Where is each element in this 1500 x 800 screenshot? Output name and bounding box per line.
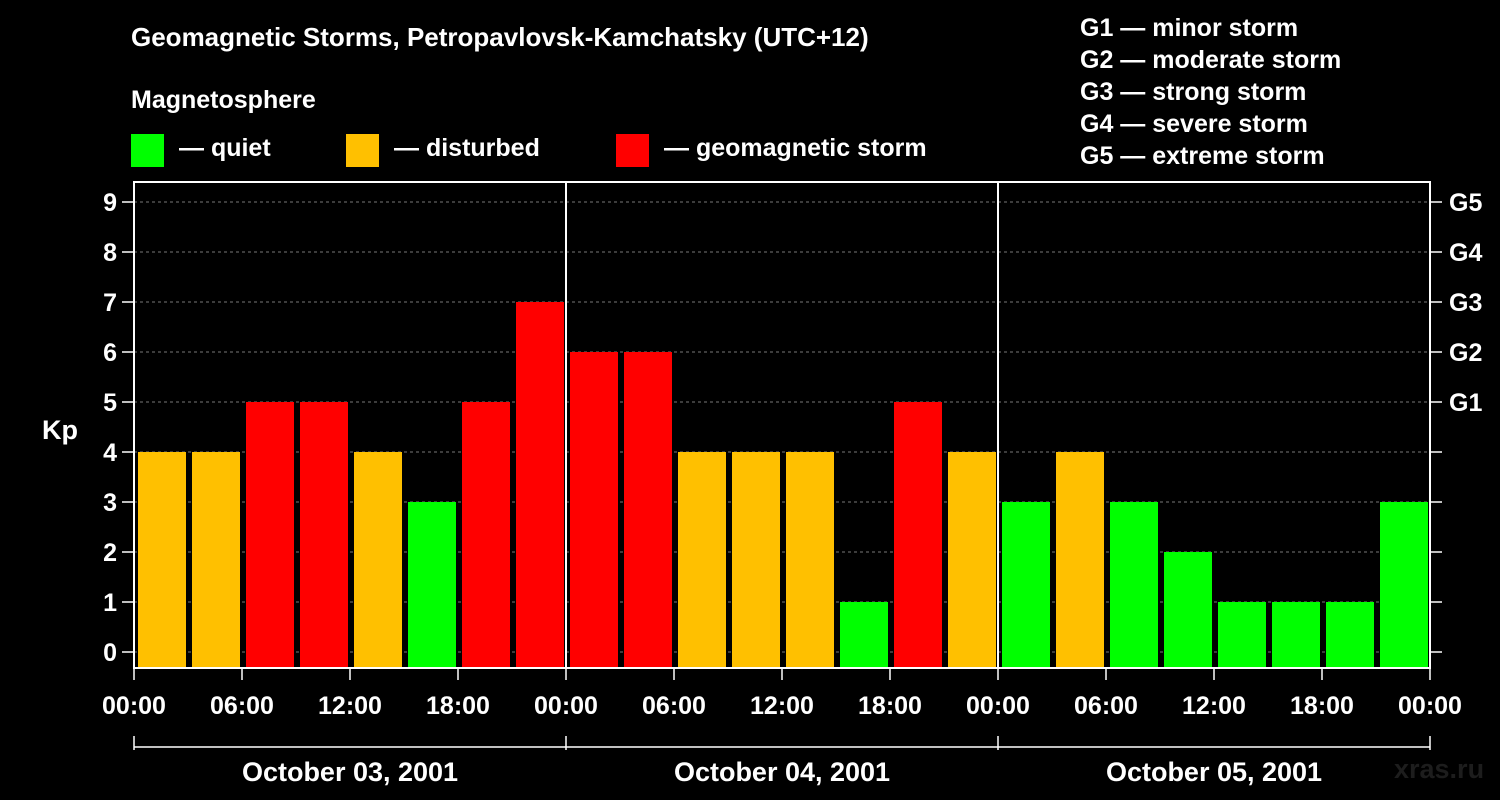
y-tick-label: 5 <box>103 389 117 417</box>
y-tick-label: 3 <box>103 489 117 517</box>
legend-swatch-disturbed <box>346 134 379 167</box>
g-tick-label: G2 <box>1449 339 1482 367</box>
y-tick-label: 2 <box>103 539 117 567</box>
x-tick-label: 00:00 <box>1398 692 1462 720</box>
day-label: October 05, 2001 <box>1106 757 1322 787</box>
kp-bar <box>570 352 618 668</box>
kp-bar <box>732 452 780 668</box>
kp-bar <box>624 352 672 668</box>
kp-bar <box>1272 602 1320 668</box>
kp-bar <box>678 452 726 668</box>
g-scale-g4: G4 — severe storm <box>1080 110 1308 138</box>
x-tick-label: 18:00 <box>1290 692 1354 720</box>
x-tick-label: 00:00 <box>966 692 1030 720</box>
kp-bar <box>1002 502 1050 668</box>
legend-swatch-quiet <box>131 134 164 167</box>
kp-bar <box>1056 452 1104 668</box>
y-axis-label: Kp <box>42 415 78 445</box>
day-label: October 03, 2001 <box>242 757 458 787</box>
legend-label-quiet: — quiet <box>179 134 271 162</box>
watermark: xras.ru <box>1394 754 1485 784</box>
x-tick-label: 12:00 <box>1182 692 1246 720</box>
kp-bar <box>516 302 564 668</box>
y-tick-label: 7 <box>103 289 117 317</box>
legend-heading: Magnetosphere <box>131 86 316 114</box>
kp-bar <box>246 402 294 668</box>
kp-bar <box>948 452 996 668</box>
chart-title: Geomagnetic Storms, Petropavlovsk-Kamcha… <box>131 22 869 52</box>
x-tick-label: 12:00 <box>750 692 814 720</box>
x-tick-label: 18:00 <box>426 692 490 720</box>
kp-bar <box>894 402 942 668</box>
x-tick-label: 06:00 <box>210 692 274 720</box>
g-scale-g5: G5 — extreme storm <box>1080 142 1325 170</box>
kp-bar <box>1380 502 1428 668</box>
g-scale-g2: G2 — moderate storm <box>1080 46 1342 74</box>
legend-swatch-storm <box>616 134 649 167</box>
x-tick-label: 00:00 <box>102 692 166 720</box>
g-scale-g3: G3 — strong storm <box>1080 78 1307 106</box>
g-tick-label: G4 <box>1449 239 1482 267</box>
y-tick-label: 4 <box>103 439 117 467</box>
kp-bar <box>192 452 240 668</box>
y-tick-label: 1 <box>103 589 117 617</box>
day-label: October 04, 2001 <box>674 757 890 787</box>
kp-bar <box>786 452 834 668</box>
x-tick-label: 00:00 <box>534 692 598 720</box>
y-tick-label: 0 <box>103 639 117 667</box>
g-tick-label: G5 <box>1449 189 1482 217</box>
x-tick-label: 06:00 <box>1074 692 1138 720</box>
y-tick-label: 6 <box>103 339 117 367</box>
kp-bar <box>462 402 510 668</box>
g-tick-label: G3 <box>1449 289 1482 317</box>
kp-bar <box>1218 602 1266 668</box>
y-tick-label: 8 <box>103 239 117 267</box>
kp-bar <box>1326 602 1374 668</box>
kp-bar <box>1110 502 1158 668</box>
kp-bar <box>1164 552 1212 668</box>
kp-bar <box>138 452 186 668</box>
kp-bar <box>354 452 402 668</box>
y-tick-label: 9 <box>103 189 117 217</box>
legend-label-disturbed: — disturbed <box>394 134 540 162</box>
x-tick-label: 12:00 <box>318 692 382 720</box>
x-tick-label: 06:00 <box>642 692 706 720</box>
legend-label-storm: — geomagnetic storm <box>664 134 927 162</box>
g-tick-label: G1 <box>1449 389 1482 417</box>
x-tick-label: 18:00 <box>858 692 922 720</box>
kp-bar <box>408 502 456 668</box>
g-scale-g1: G1 — minor storm <box>1080 14 1299 42</box>
kp-bar <box>840 602 888 668</box>
kp-bar <box>300 402 348 668</box>
